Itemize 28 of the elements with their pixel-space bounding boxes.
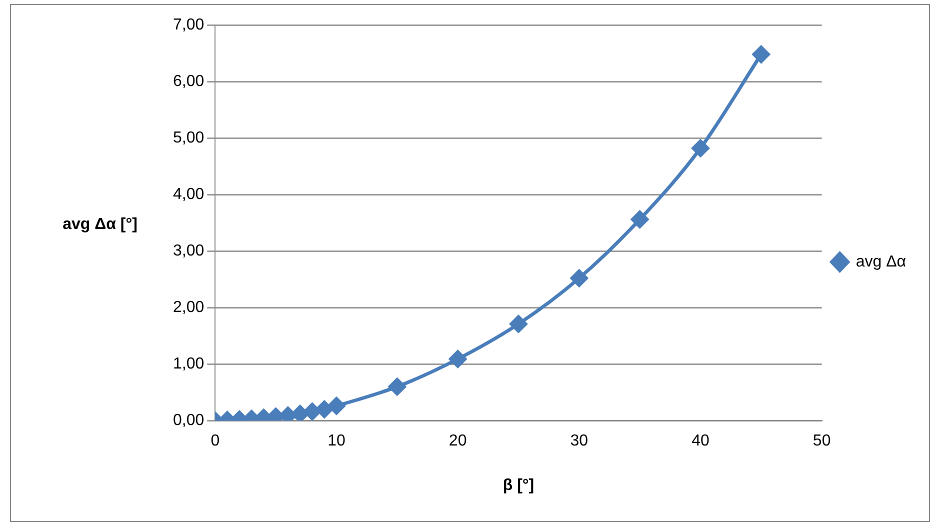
x-tick-label: 20 xyxy=(448,432,467,450)
x-tick-label: 40 xyxy=(692,432,710,450)
point xyxy=(510,315,528,333)
point xyxy=(449,350,467,368)
y-tick-label: 3,00 xyxy=(173,242,204,260)
legend-label: avg Δα xyxy=(856,253,906,270)
y-tick-label: 2,00 xyxy=(173,298,204,316)
point xyxy=(388,378,406,396)
point xyxy=(752,46,770,64)
point xyxy=(291,405,309,421)
x-tick-label: 30 xyxy=(570,432,588,450)
point xyxy=(692,139,710,157)
point xyxy=(328,397,346,415)
point xyxy=(316,400,334,418)
y-tick-label: 4,00 xyxy=(173,186,204,203)
point xyxy=(631,210,649,228)
x-tick-label: 50 xyxy=(812,432,831,450)
point xyxy=(303,402,321,420)
y-tick-label: 7,00 xyxy=(173,16,204,34)
y-tick-label: 6,00 xyxy=(173,72,204,90)
x-tick-label: 0 xyxy=(210,432,220,450)
y-tick-label: 5,00 xyxy=(173,129,204,146)
point xyxy=(570,269,588,287)
y-tick-label: 0,00 xyxy=(173,412,204,430)
y-axis-title: avg Δα [°] xyxy=(62,216,138,234)
x-axis-title: β [°] xyxy=(502,476,534,494)
y-tick-label: 1,00 xyxy=(173,355,204,372)
x-tick-label: 10 xyxy=(328,432,346,450)
